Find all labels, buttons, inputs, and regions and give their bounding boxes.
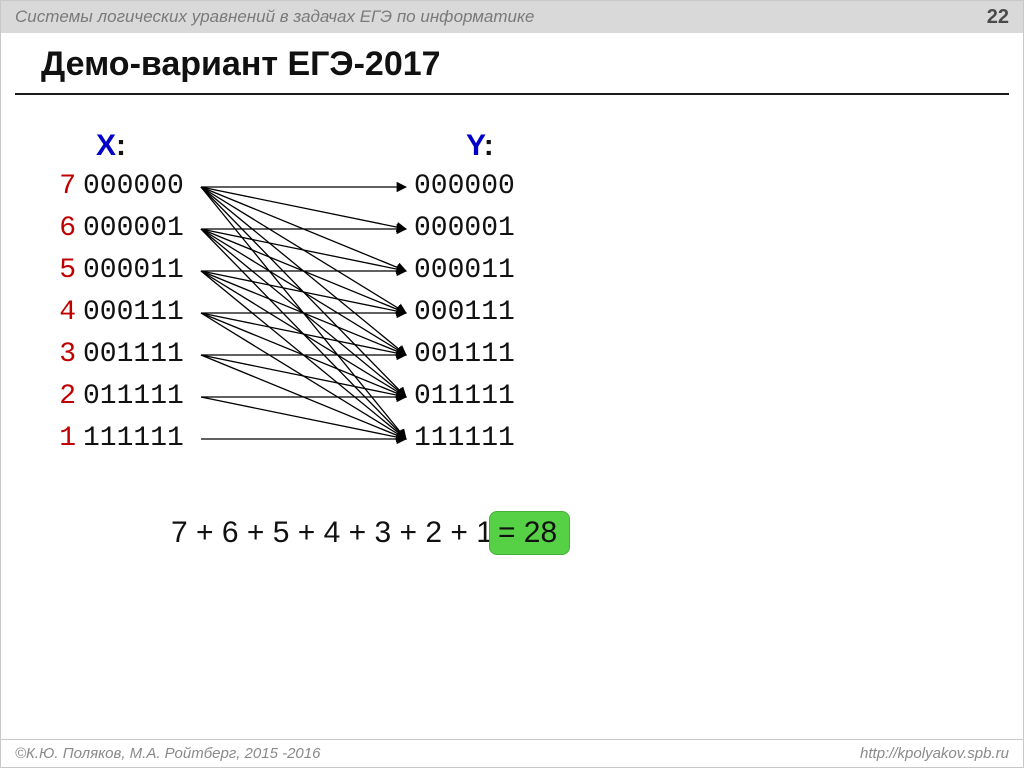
row-number: 2 [56, 381, 76, 412]
y-bits: 111111 [414, 423, 515, 454]
sum-line: 7 + 6 + 5 + 4 + 3 + 2 + 1 = 28 [171, 511, 570, 555]
row-number: 1 [56, 423, 76, 454]
x-bits: 011111 [83, 381, 184, 412]
y-bits: 000011 [414, 255, 515, 286]
sum-expression: 7 + 6 + 5 + 4 + 3 + 2 + 1 [171, 516, 493, 550]
y-column-header: Y: [466, 129, 494, 163]
y-bits: 000000 [414, 171, 515, 202]
x-colon: : [116, 129, 126, 162]
row-number: 6 [56, 213, 76, 244]
y-bits: 001111 [414, 339, 515, 370]
footer-url: http://kpolyakov.spb.ru [860, 745, 1009, 762]
x-bits: 000000 [83, 171, 184, 202]
y-bits: 000111 [414, 297, 515, 328]
y-bits: 000001 [414, 213, 515, 244]
row-number: 7 [56, 171, 76, 202]
sum-result-box: = 28 [489, 511, 570, 555]
slide: Системы логических уравнений в задачах Е… [0, 0, 1024, 768]
x-bits: 111111 [83, 423, 184, 454]
y-bits: 011111 [414, 381, 515, 412]
row-number: 5 [56, 255, 76, 286]
y-label: Y [466, 129, 484, 162]
footer-copyright: ©К.Ю. Поляков, М.А. Ройтберг, 2015 -2016 [15, 745, 320, 762]
x-bits: 000011 [83, 255, 184, 286]
x-label: X [96, 129, 116, 162]
x-bits: 000111 [83, 297, 184, 328]
content-area: X: Y: 7000000000000600000100000150000110… [1, 1, 1023, 767]
x-column-header: X: [96, 129, 126, 163]
row-number: 3 [56, 339, 76, 370]
x-bits: 000001 [83, 213, 184, 244]
y-colon: : [484, 129, 494, 162]
x-bits: 001111 [83, 339, 184, 370]
footer: ©К.Ю. Поляков, М.А. Ройтберг, 2015 -2016… [1, 739, 1023, 767]
row-number: 4 [56, 297, 76, 328]
